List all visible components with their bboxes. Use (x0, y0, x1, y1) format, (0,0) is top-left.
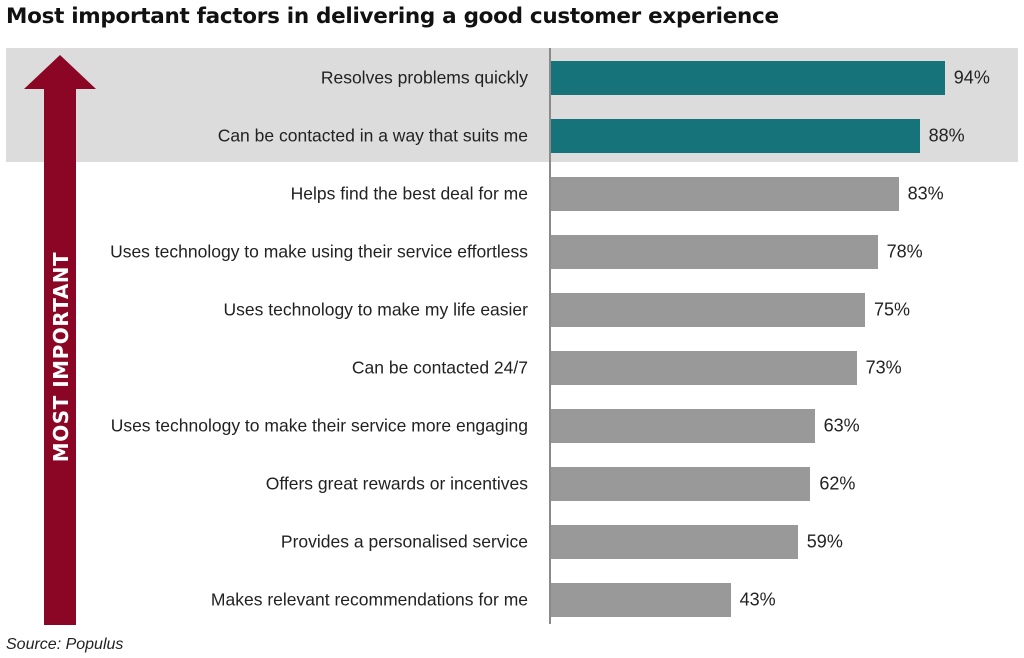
bar (550, 525, 798, 559)
category-label: Helps find the best deal for me (290, 183, 528, 204)
category-label: Offers great rewards or incentives (265, 473, 528, 494)
data-label: 59% (806, 531, 843, 552)
bar (550, 119, 920, 153)
data-label: 83% (907, 183, 944, 204)
data-label: 43% (739, 589, 776, 610)
data-label: 73% (865, 357, 902, 378)
bar (550, 235, 878, 269)
data-label: 88% (928, 125, 965, 146)
arrow-label: MOST IMPORTANT (49, 251, 73, 463)
data-label: 63% (823, 415, 860, 436)
y-axis-line (549, 48, 551, 624)
category-label: Uses technology to make my life easier (223, 299, 528, 320)
category-label: Uses technology to make their service mo… (110, 415, 528, 436)
bar (550, 177, 899, 211)
category-label: Can be contacted in a way that suits me (217, 125, 528, 146)
category-label: Uses technology to make using their serv… (110, 241, 528, 262)
bar (550, 409, 815, 443)
chart-title: Most important factors in delivering a g… (6, 4, 779, 29)
category-label: Can be contacted 24/7 (351, 357, 528, 378)
importance-arrow-icon (24, 55, 96, 625)
category-label: Provides a personalised service (280, 531, 528, 552)
data-label: 75% (874, 299, 911, 320)
bar (550, 351, 857, 385)
source-note: Source: Populus (6, 636, 124, 653)
data-label: 94% (953, 67, 990, 88)
bar (550, 467, 811, 501)
bar (550, 293, 865, 327)
bar (550, 61, 945, 95)
data-label: 78% (886, 241, 923, 262)
category-label: Makes relevant recommendations for me (210, 589, 528, 610)
bar (550, 583, 731, 617)
category-label: Resolves problems quickly (320, 67, 528, 88)
data-label: 62% (819, 473, 856, 494)
